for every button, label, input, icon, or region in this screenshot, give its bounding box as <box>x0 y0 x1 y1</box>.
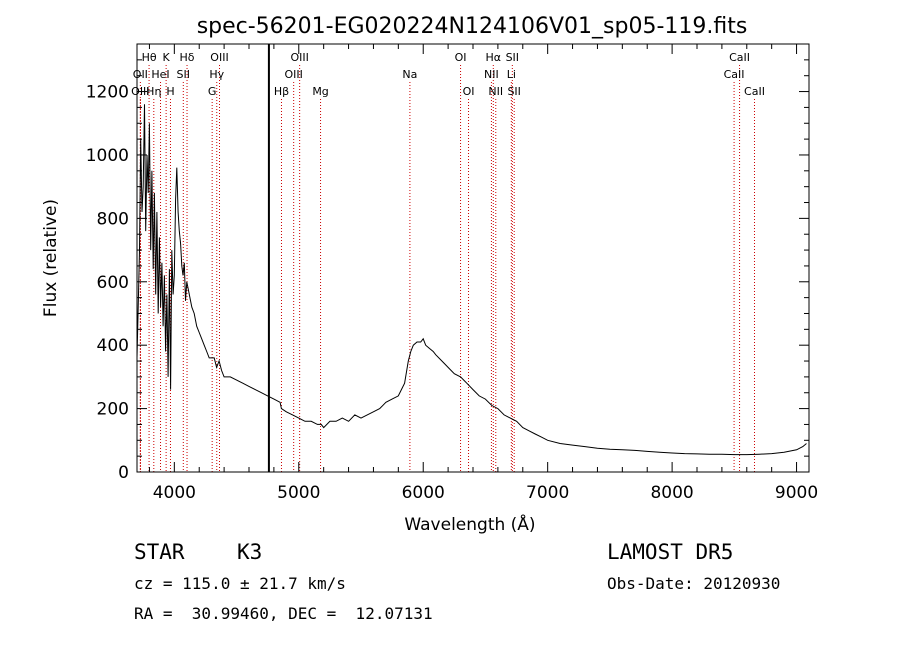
redshift-velocity: cz = 115.0 ± 21.7 km/s <box>134 574 346 593</box>
spectral-line-label: Mg <box>312 85 328 98</box>
spectral-line-label: G <box>208 85 217 98</box>
x-tick-label: 6000 <box>402 483 445 503</box>
y-tick-label: 400 <box>97 336 129 356</box>
x-tick-label: 4000 <box>153 483 196 503</box>
spectral-line-label: Hη <box>146 85 161 98</box>
y-tick-label: 0 <box>118 463 129 483</box>
spectral-line-label: Hβ <box>274 85 289 98</box>
spectral-line-label: OI <box>463 85 475 98</box>
observation-date: Obs-Date: 20120930 <box>607 574 781 593</box>
survey-name: LAMOST DR5 <box>607 540 734 564</box>
spectral-line-label: OII <box>133 68 148 81</box>
y-tick-label: 600 <box>97 273 129 293</box>
spectral-line-label: OI <box>455 51 467 64</box>
spectral-line-label: Hδ <box>180 51 195 64</box>
x-axis: 4000 5000 6000 7000 8000 9000 <box>148 44 818 503</box>
spectral-line-label: SII <box>177 68 190 81</box>
spectral-line-label: Na <box>402 68 417 81</box>
x-tick-label: 9000 <box>775 483 818 503</box>
spectral-line-label: OIII <box>284 68 302 81</box>
y-axis-label: Flux (relative) <box>41 199 61 317</box>
spectral-line-label: Hγ <box>209 68 224 81</box>
object-subclass: K3 <box>237 540 263 564</box>
spectral-line-label: SII <box>506 51 519 64</box>
x-tick-label: 8000 <box>650 483 693 503</box>
spectral-line-markers <box>139 65 755 472</box>
spectral-line-label: H <box>166 85 174 98</box>
spectral-line-label: CaII <box>729 51 750 64</box>
chart-title: spec-56201-EG020224N124106V01_sp05-119.f… <box>197 14 748 39</box>
y-tick-label: 1000 <box>86 146 129 166</box>
coordinates: RA = 30.99460, DEC = 12.07131 <box>134 604 433 623</box>
spectral-line-label: CaII <box>724 68 745 81</box>
x-axis-label: Wavelength (Å) <box>404 513 535 535</box>
spectral-line-label: Hθ <box>142 51 157 64</box>
spectral-line-label: NII <box>488 85 503 98</box>
y-tick-label: 1200 <box>86 83 129 103</box>
y-tick-label: 200 <box>97 400 129 420</box>
x-tick-label: 7000 <box>526 483 569 503</box>
spectrum-series-line <box>136 104 807 456</box>
object-class: STAR <box>134 540 185 564</box>
spectral-line-label: OIII <box>210 51 228 64</box>
x-tick-label: 5000 <box>277 483 320 503</box>
spectral-line-label: SII <box>507 85 520 98</box>
y-axis: 0 200 400 600 800 1000 1200 <box>86 59 809 483</box>
spectral-line-label: Hα <box>486 51 502 64</box>
plot-frame <box>136 43 810 473</box>
spectral-line-label: HeI <box>151 68 169 81</box>
spectral-line-label: NII <box>484 68 499 81</box>
y-tick-label: 800 <box>97 209 129 229</box>
spectral-line-label: OIII <box>290 51 308 64</box>
spectral-line-label: Li <box>507 68 516 81</box>
spectral-line-label: K <box>163 51 171 64</box>
spectral-line-label: CaII <box>744 85 765 98</box>
